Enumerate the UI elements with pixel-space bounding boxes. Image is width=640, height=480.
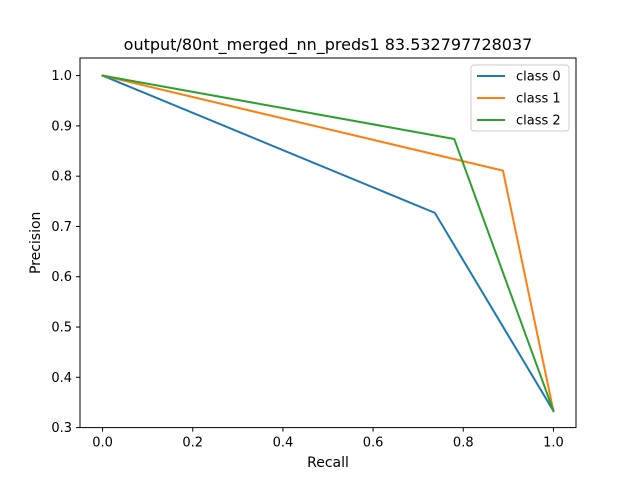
x-tick-label: 0.0	[92, 436, 113, 451]
x-tick-label: 1.0	[543, 436, 564, 451]
x-tick-label: 0.8	[453, 436, 474, 451]
y-axis: 0.3 0.4 0.5 0.6 0.7 0.8 0.9 1.0	[51, 69, 80, 436]
legend-label-class-2: class 2	[516, 114, 561, 129]
y-tick-label: 0.3	[51, 421, 72, 436]
plot-lines	[101, 74, 555, 413]
x-axis: 0.0 0.2 0.4 0.6 0.8 1.0	[92, 427, 564, 451]
chart-title: output/80nt_merged_nn_preds1 83.53279772…	[124, 35, 533, 55]
legend-label-class-1: class 1	[516, 92, 561, 107]
y-tick-label: 1.0	[51, 69, 72, 84]
x-tick-label: 0.2	[182, 436, 203, 451]
legend-box	[470, 64, 570, 132]
y-tick-label: 0.7	[51, 220, 72, 235]
x-axis-label: Recall	[307, 455, 349, 471]
plot-frame	[79, 57, 577, 429]
y-tick-label: 0.6	[51, 270, 72, 285]
legend-label-class-0: class 0	[516, 70, 561, 85]
x-tick-label: 0.6	[363, 436, 384, 451]
legend: class 0 class 1 class 2	[470, 64, 570, 132]
series-line-class-1	[101, 74, 555, 413]
y-axis-label: Precision	[28, 212, 44, 274]
series-line-class-0	[101, 74, 555, 413]
series-line-class-2	[101, 74, 555, 413]
y-tick-label: 0.5	[51, 321, 72, 336]
x-tick-label: 0.4	[273, 436, 294, 451]
y-tick-label: 0.8	[51, 170, 72, 185]
y-tick-label: 0.4	[51, 371, 72, 386]
y-tick-label: 0.9	[51, 119, 72, 134]
